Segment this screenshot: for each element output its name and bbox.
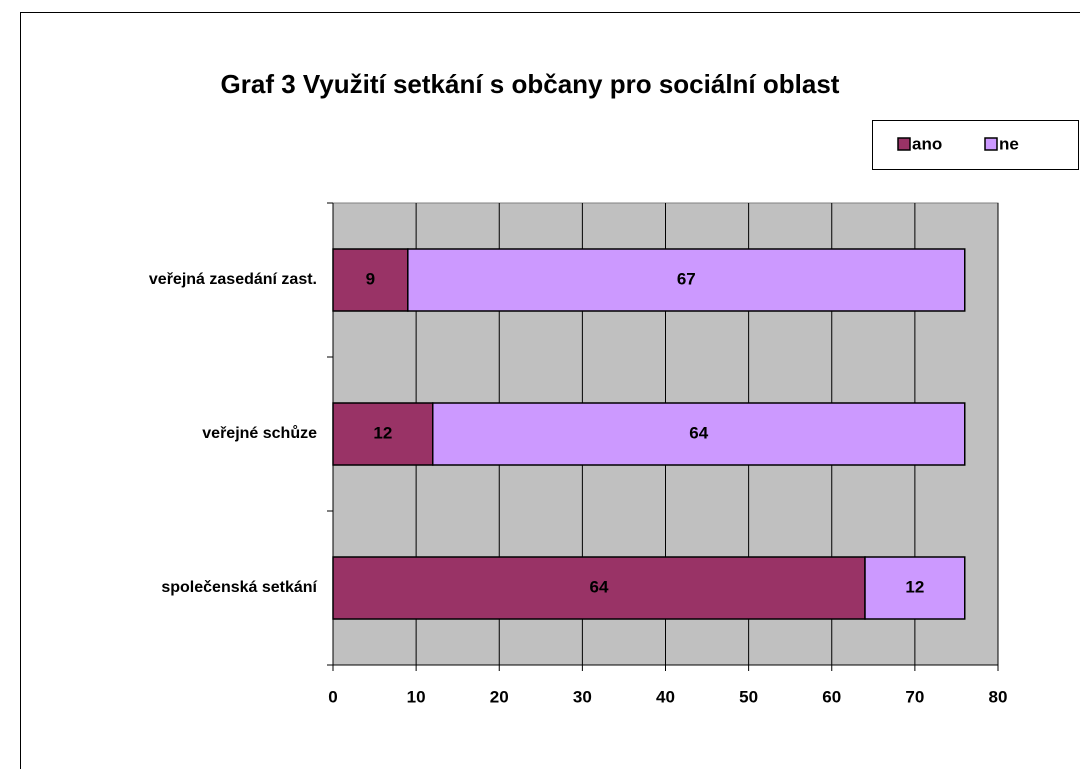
x-tick-label: 20: [490, 687, 509, 706]
legend-swatch: [984, 137, 998, 151]
data-label: 12: [905, 577, 924, 596]
data-label: 64: [689, 423, 708, 442]
chart-title: Graf 3 Využití setkání s občany pro soci…: [221, 69, 840, 99]
legend-label: ano: [912, 134, 942, 153]
bar: [864, 556, 966, 620]
x-tick-label: 50: [739, 687, 758, 706]
data-label: 12: [373, 423, 392, 442]
data-label: 9: [366, 269, 375, 288]
x-tick-label: 0: [328, 687, 337, 706]
data-label: 67: [677, 269, 696, 288]
y-tick-label: veřejné schůze: [202, 425, 317, 442]
y-tick-label: veřejná zasedání zast.: [149, 271, 317, 288]
x-tick-label: 30: [573, 687, 592, 706]
x-tick-label: 70: [905, 687, 924, 706]
y-tick-label: společenská setkání: [161, 579, 317, 596]
x-tick-label: 10: [407, 687, 426, 706]
x-tick-label: 60: [822, 687, 841, 706]
bar: [407, 248, 966, 312]
x-tick-label: 40: [656, 687, 675, 706]
bar: [432, 402, 966, 466]
bar: [332, 556, 866, 620]
bar: [332, 248, 409, 312]
bar: [332, 402, 434, 466]
x-tick-label: 80: [989, 687, 1008, 706]
legend-swatch: [897, 137, 911, 151]
legend-label: ne: [999, 134, 1019, 153]
data-label: 64: [590, 577, 609, 596]
